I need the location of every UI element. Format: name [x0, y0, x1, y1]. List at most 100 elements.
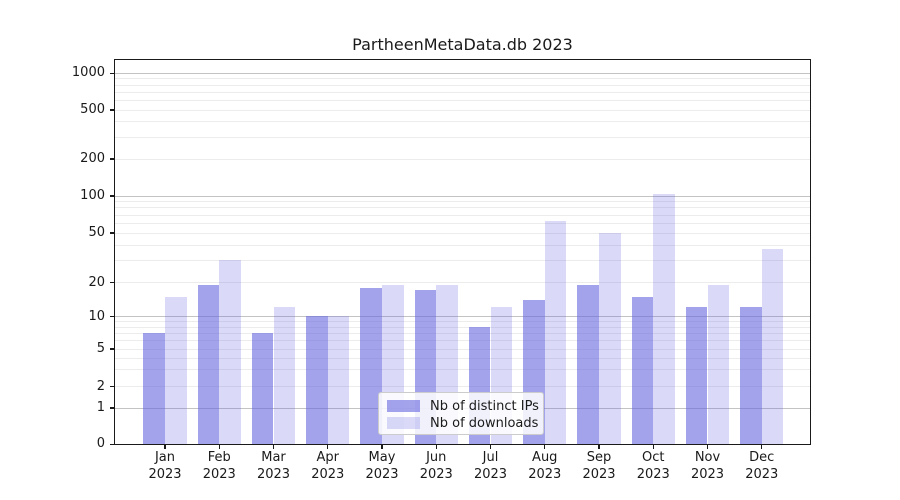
gridline-minor — [115, 332, 810, 334]
gridline-minor — [115, 386, 810, 387]
bar-downloads — [599, 232, 621, 444]
x-axis-tick-label: Mar 2023 — [244, 450, 304, 483]
x-axis-tick-label: Jan 2023 — [135, 450, 195, 483]
x-axis-tick-mark — [435, 444, 437, 449]
bar-downloads — [653, 194, 675, 444]
plot-area — [115, 60, 810, 444]
x-axis-tick-label: Feb 2023 — [189, 450, 249, 483]
gridline-minor — [115, 326, 810, 328]
gridline-minor — [115, 369, 810, 371]
bar-distinct-ips — [360, 287, 382, 444]
x-tick-month: Jul — [482, 450, 499, 465]
bar-distinct-ips — [197, 284, 220, 444]
y-axis-tick-mark — [110, 316, 115, 318]
gridline-minor — [115, 260, 810, 262]
chart-title: PartheenMetaData.db 2023 — [352, 35, 573, 54]
gridline-major — [115, 316, 810, 318]
x-axis-tick-label: Nov 2023 — [678, 450, 738, 483]
bar-downloads — [219, 260, 241, 444]
x-axis-tick-mark — [489, 444, 492, 449]
bar-distinct-ips — [740, 307, 762, 444]
bar-downloads — [761, 249, 784, 444]
x-tick-year: 2023 — [528, 466, 562, 482]
axis-spine-top — [115, 59, 811, 61]
x-tick-year: 2023 — [745, 466, 779, 482]
legend-label: Nb of distinct IPs — [430, 398, 539, 414]
y-axis-tick-label: 2 — [96, 378, 105, 394]
gridline-minor — [115, 244, 810, 246]
x-tick-year: 2023 — [365, 466, 399, 482]
y-axis-tick-mark — [110, 232, 115, 234]
x-tick-month: Nov — [694, 450, 721, 465]
x-axis-tick-label: Dec 2023 — [732, 450, 792, 483]
y-axis-tick-label: 200 — [80, 151, 105, 166]
legend-swatch — [387, 417, 420, 429]
y-axis-tick-label: 500 — [80, 102, 105, 117]
x-axis-tick-mark — [381, 444, 383, 449]
gridline-major — [115, 195, 810, 197]
x-tick-year: 2023 — [311, 466, 345, 482]
x-tick-month: Jan — [154, 450, 176, 465]
x-tick-month: Apr — [316, 450, 340, 465]
legend-item: Nb of downloads — [387, 415, 543, 432]
x-axis-tick-mark — [544, 444, 546, 449]
y-axis-tick-mark — [110, 195, 115, 197]
x-tick-month: Aug — [532, 450, 558, 465]
y-axis-tick-mark — [110, 443, 115, 445]
gridline-minor — [115, 121, 810, 123]
bar-downloads — [273, 307, 296, 444]
x-tick-month: Oct — [642, 450, 665, 465]
y-axis-tick-mark — [110, 407, 115, 409]
gridline-minor — [115, 158, 810, 160]
x-axis-tick-mark — [706, 444, 709, 449]
x-tick-month: Sep — [586, 450, 612, 465]
gridline-minor — [115, 78, 810, 80]
x-axis-tick-label: Oct 2023 — [623, 450, 683, 483]
y-axis-tick-mark — [110, 348, 115, 350]
gridline-minor — [115, 340, 810, 341]
gridline-minor — [115, 214, 810, 216]
x-tick-year: 2023 — [202, 466, 236, 482]
gridline-minor — [115, 357, 810, 359]
y-axis-tick-mark — [110, 385, 115, 388]
x-tick-month: Dec — [749, 450, 775, 465]
x-axis-tick-label: Aug 2023 — [515, 450, 575, 483]
x-tick-month: May — [368, 450, 396, 465]
x-axis-tick-mark — [272, 444, 275, 449]
y-axis-tick-label: 100 — [80, 188, 105, 203]
gridline-minor — [115, 232, 810, 234]
bar-distinct-ips — [577, 284, 599, 444]
y-axis-tick-mark — [110, 282, 115, 284]
y-axis-tick-label: 0 — [96, 436, 105, 452]
y-axis-tick-label: 1000 — [71, 65, 105, 81]
x-axis-tick-label: Sep 2023 — [569, 450, 629, 483]
y-axis-tick-mark — [110, 72, 115, 74]
gridline-minor — [115, 136, 810, 138]
bar-downloads — [165, 296, 187, 444]
bar-downloads — [707, 284, 730, 444]
axis-spine-right — [809, 59, 811, 445]
legend-label: Nb of downloads — [430, 415, 539, 431]
x-axis-tick-label: Jul 2023 — [461, 450, 521, 483]
legend: Nb of distinct IPs Nb of downloads — [378, 392, 544, 435]
bar-distinct-ips — [631, 296, 654, 444]
gridline-minor — [115, 84, 810, 86]
x-axis-tick-label: Apr 2023 — [298, 450, 358, 483]
bar-distinct-ips — [685, 307, 708, 444]
x-axis-tick-mark — [652, 444, 654, 449]
gridline-minor — [115, 348, 810, 350]
y-axis-tick-label: 50 — [88, 225, 105, 240]
legend-item: Nb of distinct IPs — [387, 398, 543, 415]
gridline-minor — [115, 109, 810, 111]
x-tick-month: Mar — [261, 450, 286, 465]
x-tick-year: 2023 — [582, 466, 616, 482]
x-axis-tick-label: May 2023 — [352, 450, 412, 483]
x-axis-tick-mark — [598, 444, 600, 449]
y-axis-tick-mark — [110, 158, 115, 160]
x-tick-year: 2023 — [690, 466, 725, 482]
axis-spine-left — [114, 59, 116, 445]
gridline-minor — [115, 321, 810, 323]
x-tick-year: 2023 — [148, 466, 182, 482]
gridline-minor — [115, 99, 810, 101]
